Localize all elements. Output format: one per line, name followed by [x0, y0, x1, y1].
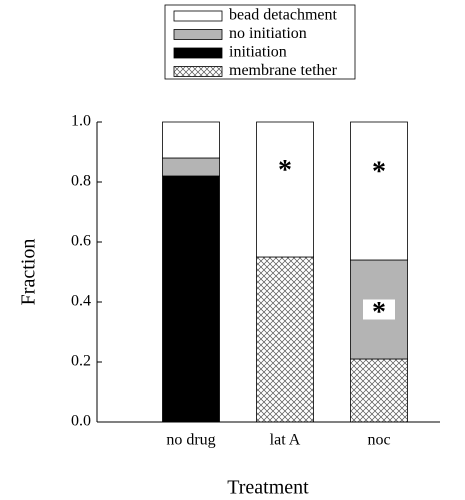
- y-tick-label: 0.8: [71, 173, 91, 190]
- y-axis-label: Fraction: [18, 239, 40, 306]
- bar-segment: [162, 121, 220, 159]
- bar-segment: [350, 358, 408, 423]
- annotation: *: [372, 297, 386, 328]
- legend-swatch: [173, 29, 223, 40]
- legend-label: no initiation: [229, 25, 307, 42]
- bar-segment: [256, 121, 314, 258]
- legend-label: membrane tether: [229, 62, 338, 79]
- legend-label: initiation: [229, 44, 287, 61]
- legend-swatch: [173, 47, 223, 59]
- bar-segment: [256, 256, 314, 423]
- annotation-box: [363, 299, 395, 320]
- y-tick-label: 0.6: [71, 233, 91, 250]
- bar-segment: [162, 175, 220, 423]
- legend-swatch: [173, 10, 223, 22]
- x-tick-label: noc: [367, 432, 390, 449]
- legend-label: bead detachment: [229, 7, 338, 24]
- y-tick-label: 0.4: [71, 293, 91, 310]
- bar-segment: [162, 157, 220, 177]
- legend-swatch: [173, 66, 223, 77]
- x-tick-label: no drug: [166, 432, 215, 449]
- x-tick-label: lat A: [270, 432, 301, 449]
- annotation: *: [278, 155, 292, 186]
- bar-segment: [350, 121, 408, 261]
- y-tick-label: 0.0: [71, 413, 91, 430]
- y-tick-label: 0.2: [71, 353, 91, 370]
- y-tick-label: 1.0: [71, 113, 91, 130]
- annotation: *: [372, 156, 386, 187]
- x-axis-label: Treatment: [227, 477, 309, 499]
